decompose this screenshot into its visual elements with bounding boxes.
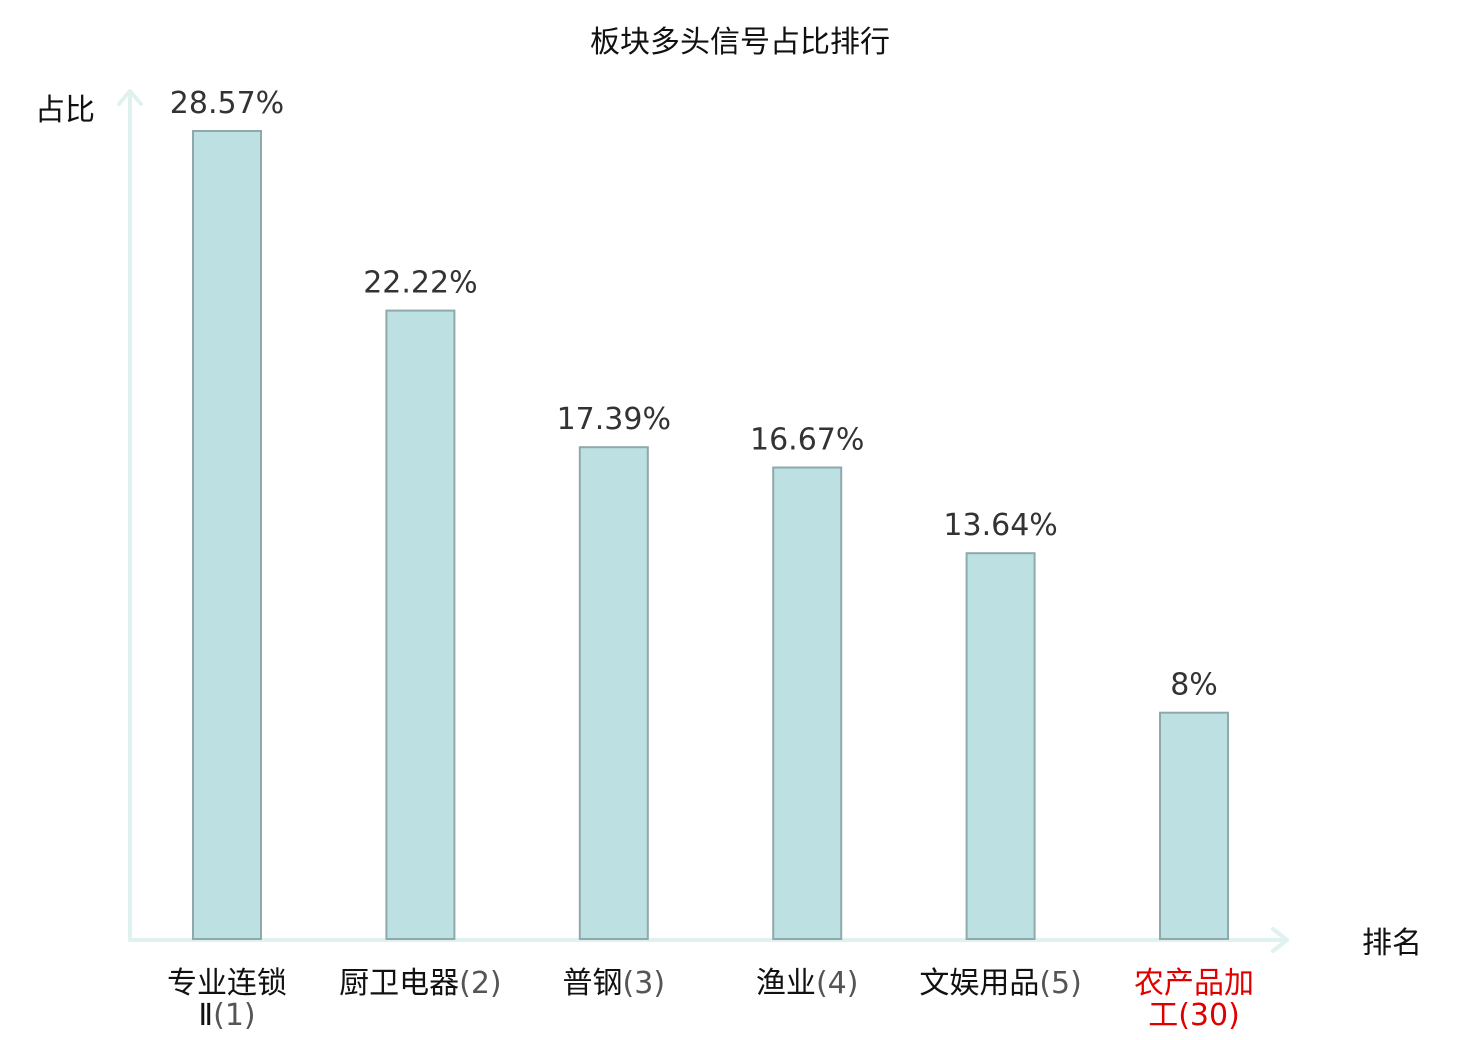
x-axis-label: 排名 bbox=[1362, 926, 1422, 961]
bar-value-label: 22.22% bbox=[363, 266, 477, 301]
bar-1 bbox=[192, 130, 262, 940]
bar-value-label: 16.67% bbox=[750, 423, 864, 458]
category-name-line: Ⅱ bbox=[198, 998, 213, 1033]
bar-value-label: 8% bbox=[1170, 668, 1218, 703]
bar-2 bbox=[385, 309, 456, 941]
category-labels-group: 专业连锁 Ⅱ(1) 厨卫电器(2) 普钢(3) 渔业(4) 文娱用品(5) 农产品加工(30… bbox=[167, 966, 1254, 1033]
category-label: 专业连锁 Ⅱ(1) bbox=[167, 966, 287, 1033]
bar-5 bbox=[965, 552, 1036, 940]
bar-3 bbox=[578, 446, 649, 940]
x-axis-arrow-icon bbox=[1271, 927, 1289, 953]
category-label: 农产品加工(30) bbox=[1134, 966, 1254, 1033]
bar-6 bbox=[1159, 711, 1229, 941]
category-name-line: 工 bbox=[1148, 998, 1178, 1033]
category-label: 渔业(4) bbox=[756, 966, 859, 1001]
category-rank: (5) bbox=[1039, 966, 1082, 1001]
bars-group bbox=[192, 130, 1229, 941]
category-rank: (3) bbox=[623, 966, 666, 1001]
category-name-line: 普钢 bbox=[563, 966, 623, 1001]
category-label: 文娱用品(5) bbox=[919, 966, 1082, 1001]
bar-4 bbox=[772, 466, 843, 940]
category-name-line: 厨卫电器 bbox=[339, 966, 459, 1001]
bar-value-label: 17.39% bbox=[557, 402, 671, 437]
category-rank: (30) bbox=[1178, 998, 1240, 1033]
category-rank: (4) bbox=[816, 966, 859, 1001]
category-rank: (2) bbox=[459, 966, 502, 1001]
category-name-line: 渔业 bbox=[756, 966, 816, 1001]
y-axis-label: 占比 bbox=[35, 93, 95, 128]
value-labels-group: 28.57% 22.22% 17.39% 16.67% 13.64% 8% bbox=[170, 86, 1218, 703]
y-axis-arrow-icon bbox=[117, 89, 143, 106]
category-name-line: 文娱用品 bbox=[919, 966, 1039, 1001]
category-rank: (1) bbox=[213, 998, 256, 1033]
category-name-line: 专业连锁 bbox=[167, 966, 287, 1001]
chart-title: 板块多头信号占比排行 bbox=[590, 25, 890, 60]
bar-value-label: 13.64% bbox=[943, 508, 1057, 543]
category-label: 普钢(3) bbox=[563, 966, 666, 1001]
category-name-line: 农产品加 bbox=[1134, 966, 1254, 1001]
category-label: 厨卫电器(2) bbox=[339, 966, 502, 1001]
axes bbox=[117, 89, 1289, 953]
bar-value-label: 28.57% bbox=[170, 86, 284, 121]
